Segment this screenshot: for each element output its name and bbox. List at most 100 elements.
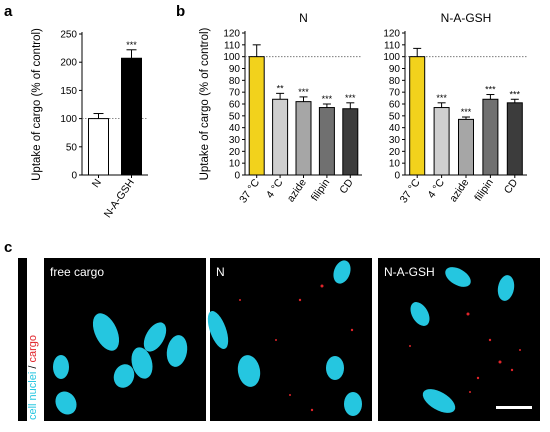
bar: [458, 118, 474, 176]
x-tick-label: N: [90, 177, 104, 190]
y-tick-label: 20: [229, 147, 241, 158]
y-tick-label: 0: [234, 171, 240, 182]
cargo-dot: [476, 376, 480, 380]
nucleus: [113, 364, 135, 388]
cargo-dot: [510, 368, 514, 372]
bar: [88, 118, 109, 176]
bar: [121, 57, 142, 176]
bar: [272, 98, 289, 176]
significance-label: ***: [322, 94, 333, 104]
micrograph-ylabel-separator: /: [27, 363, 39, 372]
nucleus: [92, 313, 120, 351]
cargo-dot: [289, 394, 291, 396]
cargo-dot: [466, 312, 470, 316]
micrograph-label: N-A-GSH: [384, 265, 435, 279]
y-tick-label: 10: [229, 159, 241, 170]
cargo-dot: [239, 299, 241, 301]
y-tick-label: 30: [229, 135, 241, 146]
y-tick-label: 90: [389, 64, 401, 75]
y-tick-label: 70: [229, 88, 241, 99]
nucleus: [445, 267, 471, 287]
cargo-dot: [488, 338, 492, 342]
y-tick-label: 100: [383, 52, 400, 63]
nucleus: [143, 322, 167, 352]
bar: [342, 108, 359, 176]
y-tick-label: 80: [389, 76, 401, 87]
nucleus: [422, 389, 456, 413]
micrograph-ylabel-cargo: cargo: [27, 335, 39, 363]
micrograph-ylabel: cell nuclei / cargo: [27, 335, 39, 420]
micrograph-nagsh: N-A-GSH: [378, 258, 540, 421]
y-tick-label: 60: [229, 100, 241, 111]
nucleus: [207, 311, 229, 349]
bar: [409, 56, 426, 176]
y-tick-label: 40: [229, 123, 241, 134]
y-tick-label: 120: [383, 29, 400, 40]
x-tick-label: 4 °C: [425, 177, 447, 201]
y-tick-label: 50: [229, 111, 241, 122]
cargo-dots: [409, 312, 521, 393]
significance-label: ***: [126, 40, 137, 50]
cargo-dot: [310, 408, 314, 412]
micrograph-label: free cargo: [50, 265, 104, 279]
significance-label: ***: [510, 89, 521, 99]
significance-label: ***: [485, 85, 496, 95]
nucleus: [410, 302, 430, 326]
cargo-dot: [275, 339, 277, 341]
bar: [506, 102, 523, 176]
y-axis-label: Uptake of cargo (% of control): [199, 27, 211, 180]
bar: [318, 107, 335, 176]
y-tick-label: 150: [60, 86, 77, 97]
nucleus: [55, 391, 77, 415]
x-tick-label: azide: [285, 177, 309, 205]
cargo-dot: [298, 298, 302, 302]
y-tick-label: 50: [66, 142, 78, 153]
bar: [433, 107, 450, 176]
x-tick-label: N-A-GSH: [102, 177, 137, 220]
bar: [482, 98, 499, 176]
y-tick-label: 40: [389, 123, 401, 134]
y-tick-label: 110: [224, 40, 240, 51]
bar: [248, 56, 265, 176]
x-tick-label: CD: [502, 177, 521, 197]
y-tick-label: 100: [223, 52, 240, 63]
y-tick-label: 100: [60, 114, 77, 125]
nucleus: [237, 355, 261, 387]
x-tick-label: 4 °C: [264, 177, 286, 201]
nucleus: [166, 335, 188, 367]
x-tick-label: azide: [447, 177, 471, 205]
micrograph-label: N: [216, 265, 225, 279]
chart-title: N: [299, 11, 308, 25]
y-tick-label: 110: [384, 40, 400, 51]
cargo-dot: [350, 328, 354, 332]
significance-label: ***: [461, 107, 472, 117]
x-tick-label: filipin: [472, 177, 496, 204]
cargo-dot: [409, 345, 411, 347]
y-tick-label: 120: [223, 29, 240, 40]
chart-a: 0 50 100 150 200 250 N *** N-A-GSH Uptake of carg…: [31, 28, 148, 220]
y-axis-label: Uptake of cargo (% of control): [31, 28, 43, 181]
micrograph-n: N: [207, 258, 372, 421]
y-tick-label: 0: [394, 171, 400, 182]
y-tick-label: 70: [389, 88, 401, 99]
chart-title: N-A-GSH: [441, 11, 492, 25]
x-tick-label: 37 °C: [398, 177, 423, 206]
micrograph-background: [210, 258, 372, 421]
nucleus: [344, 392, 362, 416]
y-tick-label: 10: [389, 159, 401, 170]
panel-label-c: c: [4, 239, 12, 256]
y-tick-label: 0: [71, 171, 77, 182]
significance-label: ***: [436, 93, 447, 103]
panel-label-b: b: [176, 3, 185, 20]
micrograph-ylabel-bar: [18, 258, 27, 421]
micrograph-free-cargo: free cargo: [44, 258, 206, 421]
x-tick-label: filipin: [309, 177, 333, 204]
cargo-dot: [498, 360, 502, 364]
y-tick-label: 200: [60, 58, 77, 69]
bar: [295, 101, 312, 176]
cargo-dot: [320, 284, 324, 288]
y-tick-label: 30: [389, 135, 401, 146]
